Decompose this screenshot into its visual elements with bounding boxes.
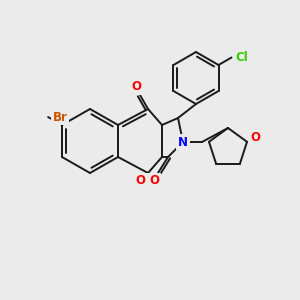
Text: N: N [178,136,188,148]
Text: O: O [250,131,260,144]
Text: O: O [149,175,159,188]
Text: Br: Br [53,111,68,124]
Text: O: O [135,175,145,188]
Text: O: O [131,80,141,94]
Text: Cl: Cl [235,51,248,64]
